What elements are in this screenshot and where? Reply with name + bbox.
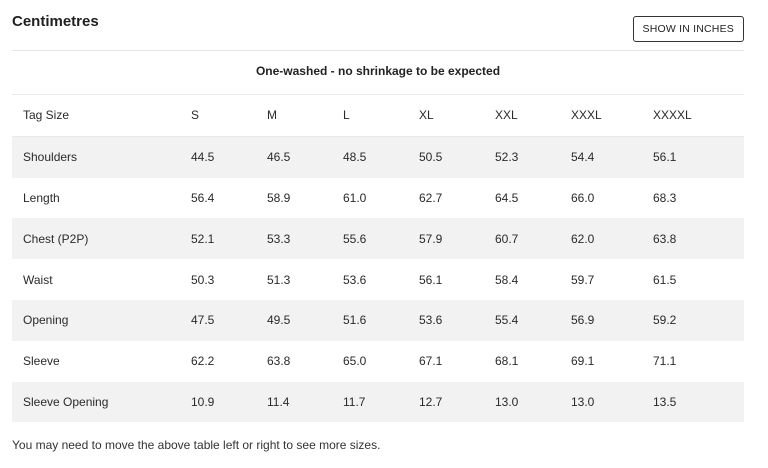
measurement-cell: 65.0: [343, 354, 367, 369]
measurement-cell: 46.5: [267, 150, 291, 165]
column-header-size: XL: [419, 108, 434, 123]
shrinkage-note: One-washed - no shrinkage to be expected: [12, 51, 744, 95]
column-header-size: XXL: [495, 108, 518, 123]
measurement-cell: 52.1: [191, 231, 215, 246]
table-row: Sleeve 62.2 63.8 65.0 67.1 68.1 69.1 71.1: [12, 340, 744, 382]
row-label: Chest (P2P): [23, 231, 89, 246]
column-header-size: S: [191, 108, 200, 123]
measurement-cell: 13.0: [495, 394, 519, 409]
table-row: Shoulders 44.5 46.5 48.5 50.5 52.3 54.4 56.1: [12, 136, 744, 178]
table-row: Waist 50.3 51.3 53.6 56.1 58.4 59.7 61.5: [12, 259, 744, 300]
size-table[interactable]: Tag Size S M L XL XXL XXXL XXXXL Shoulders 44.5 4…: [12, 95, 744, 423]
measurement-cell: 13.0: [571, 394, 595, 409]
column-header-size: M: [267, 108, 277, 123]
column-header-tag-size: Tag Size: [23, 108, 70, 123]
measurement-cell: 49.5: [267, 313, 291, 328]
measurement-cell: 56.4: [191, 190, 215, 205]
measurement-cell: 58.4: [495, 272, 519, 287]
measurement-cell: 51.6: [343, 313, 367, 328]
measurement-cell: 55.6: [343, 231, 367, 246]
table-row: Opening 47.5 49.5 51.6 53.6 55.4 56.9 59.2: [12, 299, 744, 341]
size-table-body: Shoulders 44.5 46.5 48.5 50.5 52.3 54.4 56.1 Len…: [12, 136, 744, 423]
measurement-cell: 10.9: [191, 394, 215, 409]
measurement-cell: 53.6: [419, 313, 443, 328]
measurement-cell: 61.0: [343, 190, 367, 205]
measurement-cell: 61.5: [653, 272, 677, 287]
header-divider: [12, 50, 744, 51]
row-label: Waist: [23, 272, 53, 287]
table-row: Length 56.4 58.9 61.0 62.7 64.5 66.0 68.3: [12, 177, 744, 219]
measurement-cell: 69.1: [571, 354, 595, 369]
measurement-cell: 52.3: [495, 150, 519, 165]
measurement-cell: 53.6: [343, 272, 367, 287]
measurement-cell: 11.4: [267, 394, 290, 409]
table-row: Chest (P2P) 52.1 53.3 55.6 57.9 60.7 62.0 63.8: [12, 218, 744, 260]
measurement-cell: 60.7: [495, 231, 519, 246]
size-header-row: Tag Size S M L XL XXL XXXL XXXXL: [12, 95, 744, 137]
measurement-cell: 11.7: [343, 394, 366, 409]
measurement-cell: 53.3: [267, 231, 291, 246]
measurement-cell: 67.1: [419, 354, 443, 369]
measurement-cell: 56.9: [571, 313, 595, 328]
measurement-cell: 62.2: [191, 354, 215, 369]
column-header-size: XXXXL: [653, 108, 692, 123]
measurement-cell: 47.5: [191, 313, 215, 328]
measurement-cell: 62.0: [571, 231, 595, 246]
measurement-cell: 55.4: [495, 313, 519, 328]
row-label: Length: [23, 190, 60, 205]
measurement-cell: 57.9: [419, 231, 443, 246]
measurement-cell: 56.1: [419, 272, 443, 287]
size-guide-header: Centimetres SHOW IN INCHES: [12, 0, 744, 50]
row-label: Sleeve: [23, 354, 60, 369]
measurement-cell: 62.7: [419, 190, 443, 205]
measurement-cell: 13.5: [653, 394, 677, 409]
column-header-size: XXXL: [571, 108, 602, 123]
measurement-cell: 44.5: [191, 150, 215, 165]
measurement-cell: 50.5: [419, 150, 443, 165]
measurement-cell: 50.3: [191, 272, 215, 287]
measurement-cell: 12.7: [419, 394, 443, 409]
scroll-hint: You may need to move the above table lef…: [12, 438, 381, 452]
row-label: Opening: [23, 313, 69, 328]
measurement-cell: 68.3: [653, 190, 677, 205]
measurement-cell: 58.9: [267, 190, 291, 205]
measurement-cell: 63.8: [653, 231, 677, 246]
measurement-cell: 71.1: [653, 354, 677, 369]
measurement-cell: 56.1: [653, 150, 677, 165]
measurement-cell: 68.1: [495, 354, 519, 369]
row-label: Shoulders: [23, 150, 78, 165]
measurement-cell: 59.7: [571, 272, 595, 287]
table-row: Sleeve Opening 10.9 11.4 11.7 12.7 13.0 13.0 13…: [12, 381, 744, 423]
measurement-cell: 54.4: [571, 150, 595, 165]
measurement-cell: 64.5: [495, 190, 519, 205]
units-title: Centimetres: [12, 13, 99, 30]
measurement-cell: 51.3: [267, 272, 291, 287]
measurement-cell: 63.8: [267, 354, 291, 369]
measurement-cell: 66.0: [571, 190, 595, 205]
row-label: Sleeve Opening: [23, 394, 109, 409]
measurement-cell: 59.2: [653, 313, 677, 328]
measurement-cell: 48.5: [343, 150, 367, 165]
show-in-inches-button[interactable]: SHOW IN INCHES: [632, 16, 744, 42]
column-header-size: L: [343, 108, 350, 123]
size-table-head: Tag Size S M L XL XXL XXXL XXXXL: [12, 95, 744, 137]
